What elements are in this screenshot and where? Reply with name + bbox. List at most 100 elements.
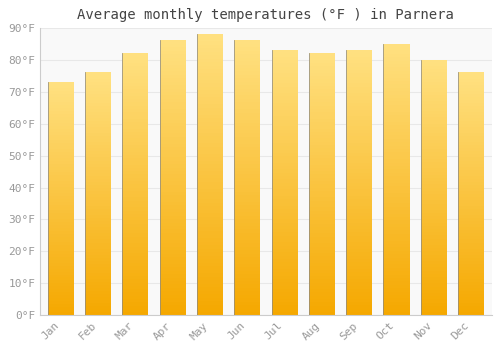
Bar [384, 285, 409, 288]
Bar [48, 210, 74, 213]
Bar [160, 240, 186, 243]
Bar [160, 205, 186, 209]
Bar [272, 117, 297, 120]
Bar [48, 280, 74, 283]
Bar [346, 243, 372, 246]
Bar [234, 195, 260, 198]
Bar [384, 159, 409, 162]
Bar [309, 250, 335, 253]
Bar [122, 116, 148, 119]
Bar [197, 228, 223, 231]
Bar [234, 312, 260, 315]
Bar [309, 243, 335, 247]
Bar [85, 91, 111, 94]
Bar [160, 250, 186, 253]
Bar [421, 303, 447, 306]
Bar [197, 178, 223, 182]
Bar [160, 226, 186, 230]
Bar [85, 258, 111, 261]
Bar [197, 34, 223, 37]
Bar [197, 305, 223, 308]
Bar [421, 168, 447, 172]
Bar [309, 109, 335, 112]
Bar [48, 167, 74, 169]
Bar [384, 210, 409, 214]
Bar [85, 212, 111, 215]
Bar [197, 143, 223, 147]
Bar [160, 58, 186, 61]
Bar [160, 171, 186, 175]
Bar [272, 226, 297, 229]
Bar [309, 112, 335, 116]
Bar [384, 281, 409, 285]
Bar [384, 227, 409, 231]
Bar [197, 291, 223, 294]
Bar [458, 313, 484, 315]
Bar [234, 147, 260, 150]
Bar [85, 230, 111, 233]
Bar [160, 168, 186, 171]
Bar [85, 300, 111, 303]
Bar [346, 203, 372, 206]
Bar [309, 175, 335, 178]
Bar [346, 143, 372, 146]
Bar [309, 253, 335, 257]
Bar [309, 302, 335, 306]
Bar [346, 57, 372, 60]
Bar [384, 244, 409, 247]
Bar [234, 230, 260, 233]
Bar [234, 260, 260, 264]
Bar [160, 219, 186, 223]
Bar [458, 118, 484, 121]
Bar [85, 294, 111, 297]
Bar [458, 215, 484, 218]
Bar [160, 288, 186, 291]
Bar [272, 136, 297, 140]
Bar [197, 55, 223, 59]
Bar [48, 237, 74, 239]
Bar [234, 285, 260, 288]
Bar [197, 214, 223, 217]
Bar [122, 132, 148, 135]
Bar [384, 115, 409, 118]
Bar [160, 102, 186, 106]
Bar [458, 209, 484, 212]
Bar [48, 94, 74, 97]
Bar [309, 312, 335, 315]
Bar [234, 271, 260, 274]
Bar [234, 64, 260, 68]
Bar [234, 175, 260, 178]
Bar [309, 201, 335, 204]
Bar [234, 119, 260, 123]
Bar [48, 286, 74, 289]
Bar [48, 292, 74, 295]
Bar [122, 56, 148, 60]
Bar [85, 136, 111, 139]
Bar [234, 267, 260, 271]
Bar [234, 298, 260, 302]
Bar [309, 63, 335, 66]
Bar [85, 273, 111, 276]
Bar [421, 203, 447, 207]
Bar [160, 291, 186, 295]
Bar [160, 260, 186, 264]
Bar [346, 123, 372, 126]
Bar [384, 132, 409, 135]
Bar [85, 209, 111, 212]
Bar [197, 140, 223, 143]
Bar [346, 252, 372, 256]
Bar [458, 167, 484, 170]
Bar [309, 89, 335, 92]
Bar [458, 288, 484, 291]
Bar [384, 128, 409, 132]
Bar [85, 88, 111, 91]
Bar [346, 272, 372, 275]
Bar [160, 99, 186, 102]
Bar [85, 285, 111, 288]
Bar [384, 237, 409, 241]
Bar [458, 188, 484, 191]
Bar [384, 54, 409, 57]
Bar [458, 185, 484, 188]
Bar [384, 166, 409, 169]
Bar [458, 303, 484, 306]
